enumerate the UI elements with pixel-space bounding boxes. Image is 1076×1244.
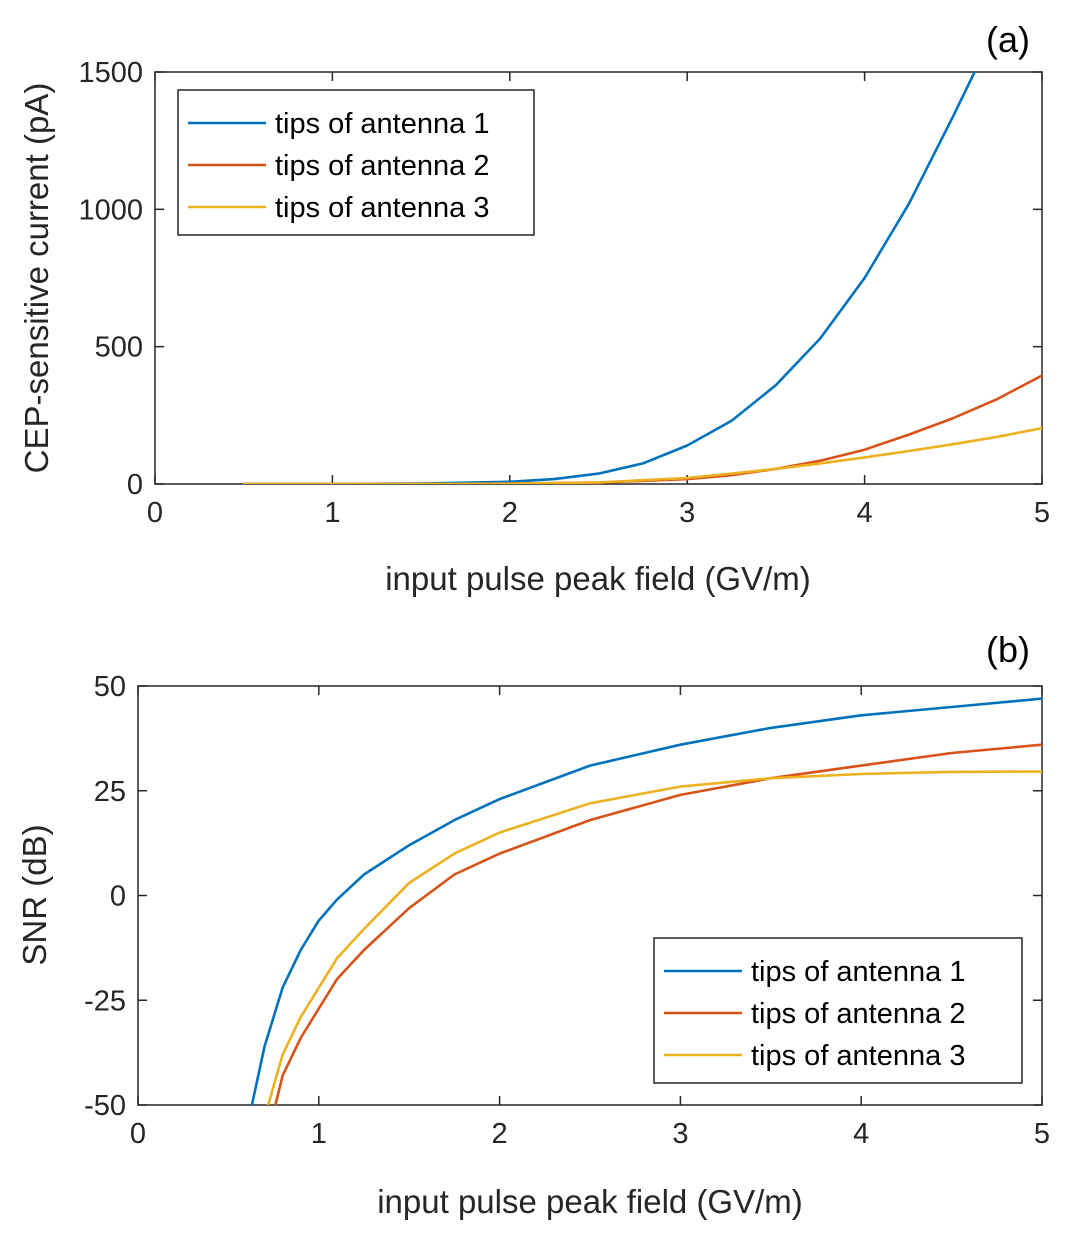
chart-a-xtick-label: 2 [502, 497, 518, 529]
chart-a-panel-label: (a) [986, 19, 1030, 60]
chart-a-legend-label-1: tips of antenna 1 [275, 108, 489, 140]
chart-a-legend-label-3: tips of antenna 3 [275, 192, 489, 224]
chart-a-xlabel: input pulse peak field (GV/m) [385, 560, 811, 597]
chart-a-xtick-label: 4 [857, 497, 873, 529]
chart-b-series-3 [266, 770, 1042, 1105]
chart-b-panel-label: (b) [986, 629, 1030, 670]
chart-a-xtick-label: 1 [324, 497, 340, 529]
chart-a-legend: tips of antenna 1 tips of antenna 2 tips o… [177, 89, 535, 236]
chart-a: 0 1 2 3 4 5 0 500 1000 1500 input pulse peak field… [18, 19, 1050, 597]
chart-b-xtick-label: 4 [853, 1118, 869, 1150]
chart-b-xtick-label: 5 [1034, 1118, 1050, 1150]
chart-b-ytick-label: 25 [94, 776, 126, 808]
chart-b-ytick-label: -50 [84, 1090, 126, 1122]
chart-b-legend-label-2: tips of antenna 2 [751, 998, 965, 1030]
chart-a-xtick-label: 3 [679, 497, 695, 529]
chart-b-xtick-label: 0 [130, 1118, 146, 1150]
chart-a-series-group [242, 72, 1042, 484]
chart-a-xtick-label: 5 [1034, 497, 1050, 529]
chart-a-xtick-label: 0 [147, 497, 163, 529]
chart-b-legend-box [653, 937, 1023, 1084]
chart-a-legend-label-2: tips of antenna 2 [275, 150, 489, 182]
chart-b-ylabel: SNR (dB) [16, 824, 53, 965]
chart-b-legend: tips of antenna 1 tips of antenna 2 tips o… [653, 937, 1023, 1084]
chart-b-ytick-label: 0 [110, 881, 126, 913]
chart-a-ytick-label: 500 [95, 332, 143, 364]
chart-b-series-group [250, 697, 1042, 1105]
chart-a-ylabel: CEP-sensitive current (pA) [18, 83, 55, 474]
chart-b-legend-label-1: tips of antenna 1 [751, 956, 965, 988]
chart-b-series-1 [250, 697, 1042, 1105]
chart-a-series-3 [242, 426, 1042, 484]
chart-b-series-2 [274, 743, 1042, 1105]
chart-a-ytick-label: 1500 [78, 57, 143, 89]
chart-a-legend-box [177, 89, 535, 236]
chart-b-xtick-label: 1 [311, 1118, 327, 1150]
chart-b-xtick-label: 2 [492, 1118, 508, 1150]
chart-b: 0 1 2 3 4 5 -50 -25 0 25 50 input pulse peak field … [16, 629, 1050, 1220]
chart-b-ytick-label: -25 [84, 985, 126, 1017]
chart-b-xtick-label: 3 [672, 1118, 688, 1150]
chart-b-legend-label-3: tips of antenna 3 [751, 1040, 965, 1072]
chart-a-ytick-label: 0 [127, 469, 143, 501]
chart-a-ytick-label: 1000 [78, 194, 143, 226]
chart-b-ytick-label: 50 [94, 671, 126, 703]
chart-b-xlabel: input pulse peak field (GV/m) [377, 1183, 803, 1220]
